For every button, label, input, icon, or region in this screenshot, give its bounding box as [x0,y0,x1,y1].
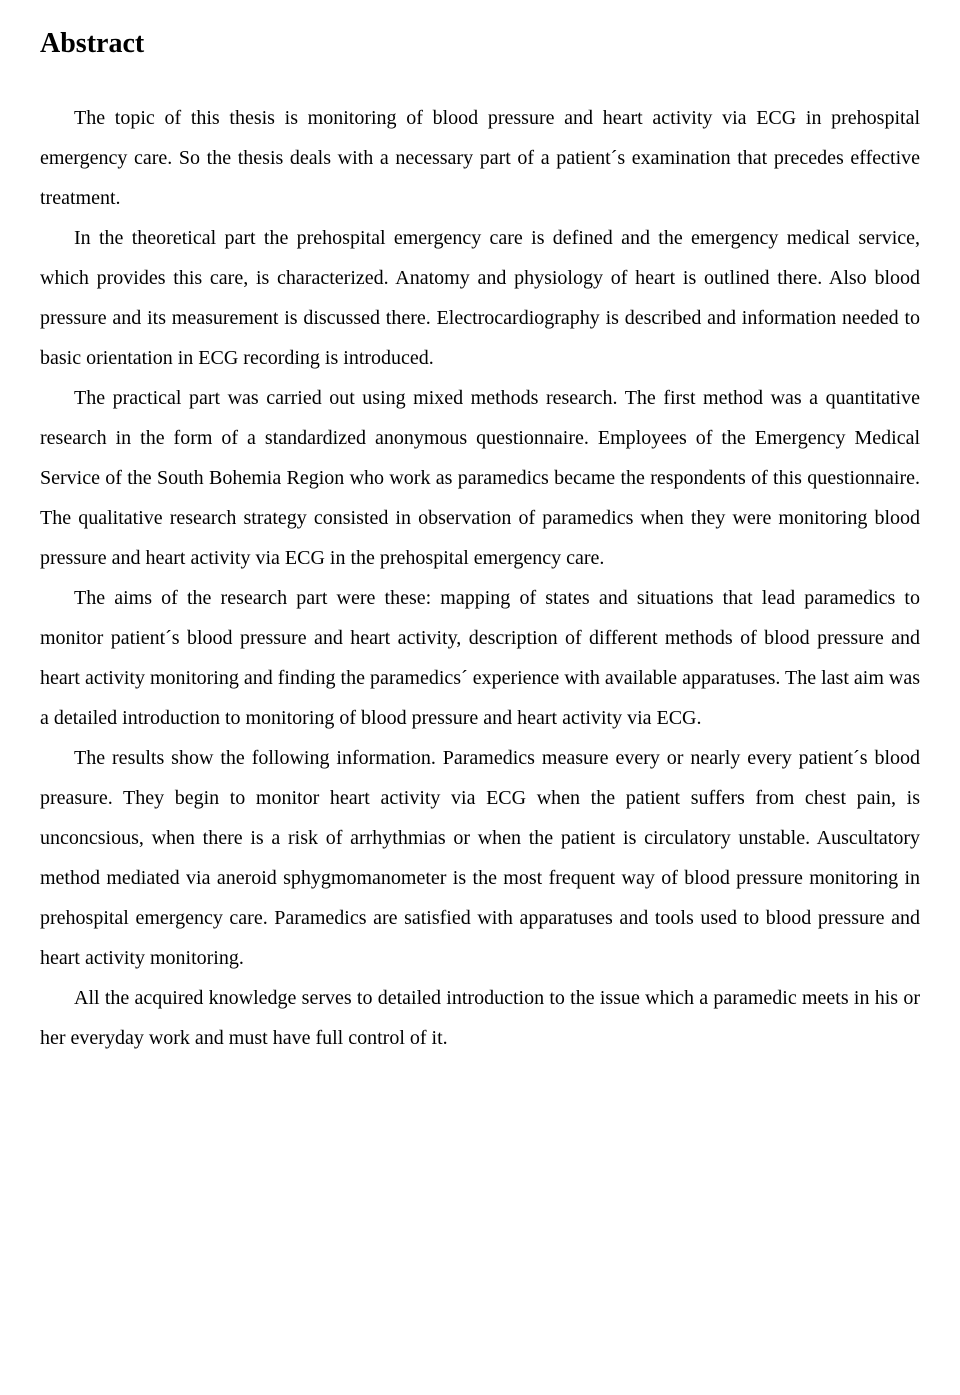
abstract-paragraph: The topic of this thesis is monitoring o… [40,98,920,218]
abstract-paragraph: The results show the following informati… [40,738,920,978]
abstract-paragraph: All the acquired knowledge serves to det… [40,978,920,1058]
abstract-title: Abstract [40,28,920,60]
abstract-paragraph: The practical part was carried out using… [40,378,920,578]
abstract-paragraph: The aims of the research part were these… [40,578,920,738]
abstract-paragraph: In the theoretical part the prehospital … [40,218,920,378]
